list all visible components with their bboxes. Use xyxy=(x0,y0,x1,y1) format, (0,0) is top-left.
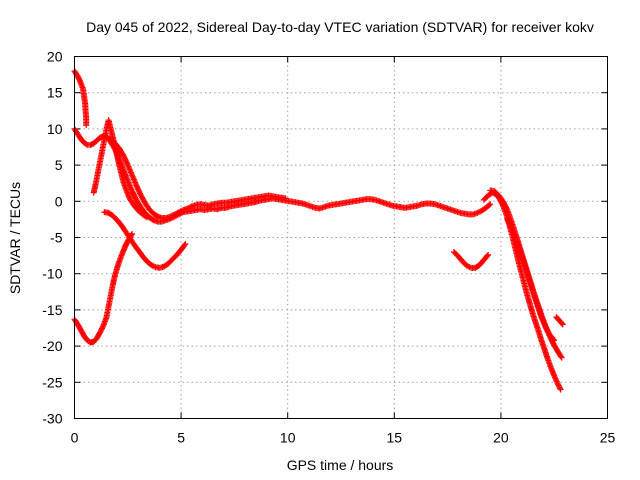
data-point xyxy=(83,122,90,129)
x-tick-label: 5 xyxy=(177,430,185,446)
data-point xyxy=(142,213,149,220)
data-point xyxy=(484,252,491,259)
x-tick-label: 0 xyxy=(71,430,79,446)
y-tick-label: -20 xyxy=(42,338,62,354)
data-point xyxy=(503,205,510,212)
data-point xyxy=(124,160,131,167)
data-point xyxy=(136,189,143,196)
data-point xyxy=(121,154,128,161)
data-point xyxy=(558,354,565,361)
y-tick-label: 15 xyxy=(47,85,63,101)
data-point xyxy=(485,251,492,258)
data-point xyxy=(121,155,128,162)
data-point xyxy=(135,186,142,193)
data-point xyxy=(506,220,513,227)
data-point xyxy=(83,141,90,148)
y-tick-label: -10 xyxy=(42,266,62,282)
y-tick-label: 0 xyxy=(55,193,63,209)
data-point xyxy=(98,326,105,333)
series-arc-late-dip xyxy=(450,248,492,271)
data-point xyxy=(487,201,494,208)
data-point xyxy=(99,325,106,332)
data-point xyxy=(557,353,564,360)
data-point xyxy=(282,195,289,202)
data-point xyxy=(557,386,564,393)
data-point xyxy=(504,217,511,224)
y-tick-label: -25 xyxy=(42,374,62,390)
series-arc-late-fall-a xyxy=(480,189,564,393)
y-tick-label: -30 xyxy=(42,411,62,427)
data-point xyxy=(133,183,140,190)
y-tick-label: 5 xyxy=(55,157,63,173)
series-arc-upper-wide xyxy=(103,134,289,221)
y-tick-label: 10 xyxy=(47,121,63,137)
data-point xyxy=(554,380,561,387)
y-axis-label: SDTVAR / TECUs xyxy=(7,182,23,294)
chart-title: Day 045 of 2022, Sidereal Day-to-day VTE… xyxy=(86,19,594,35)
data-point xyxy=(505,219,512,226)
x-tick-label: 25 xyxy=(600,430,616,446)
data-point xyxy=(143,214,150,221)
data-point xyxy=(122,158,129,165)
grid xyxy=(74,56,608,419)
data-point xyxy=(507,223,514,230)
data-point xyxy=(135,187,142,194)
data-point xyxy=(555,382,562,389)
data-point xyxy=(120,152,127,159)
y-tick-label: -15 xyxy=(42,302,62,318)
data-point xyxy=(551,337,558,344)
axis-ticks: 0 5 10 15 20 25 -30 -25 -20 -15 -10 -5 0 5 10 15 20 xyxy=(42,49,615,446)
data-point xyxy=(486,202,493,209)
data-point xyxy=(550,336,557,343)
series-arc-minus5-dip xyxy=(101,209,189,271)
data-layer xyxy=(71,67,566,393)
data-point xyxy=(506,221,513,228)
y-tick-label: 20 xyxy=(47,49,63,65)
series-arc-10-down xyxy=(71,125,494,225)
data-point xyxy=(182,241,189,248)
data-point xyxy=(556,385,563,392)
data-point xyxy=(97,329,104,336)
data-point xyxy=(558,320,565,327)
x-tick-label: 15 xyxy=(387,430,403,446)
y-tick-label: -5 xyxy=(50,230,63,246)
data-point xyxy=(122,156,129,163)
x-axis-label: GPS time / hours xyxy=(287,457,394,473)
data-point xyxy=(123,159,130,166)
data-point xyxy=(555,381,562,388)
data-point xyxy=(556,383,563,390)
series-arc-late-stub xyxy=(553,314,566,328)
data-point xyxy=(133,182,140,189)
data-point xyxy=(507,224,514,231)
data-point xyxy=(134,185,141,192)
data-point xyxy=(504,216,511,223)
series-arc-late-fall-c xyxy=(504,216,558,344)
series-arc-top-early xyxy=(71,67,90,129)
plot-frame xyxy=(74,56,608,419)
data-point xyxy=(559,321,566,328)
x-tick-label: 10 xyxy=(280,430,296,446)
x-tick-label: 20 xyxy=(493,430,509,446)
series-arc-lower-left xyxy=(71,230,136,346)
data-point xyxy=(136,190,143,197)
data-point xyxy=(97,328,104,335)
data-point xyxy=(99,324,106,331)
data-point xyxy=(181,242,188,249)
